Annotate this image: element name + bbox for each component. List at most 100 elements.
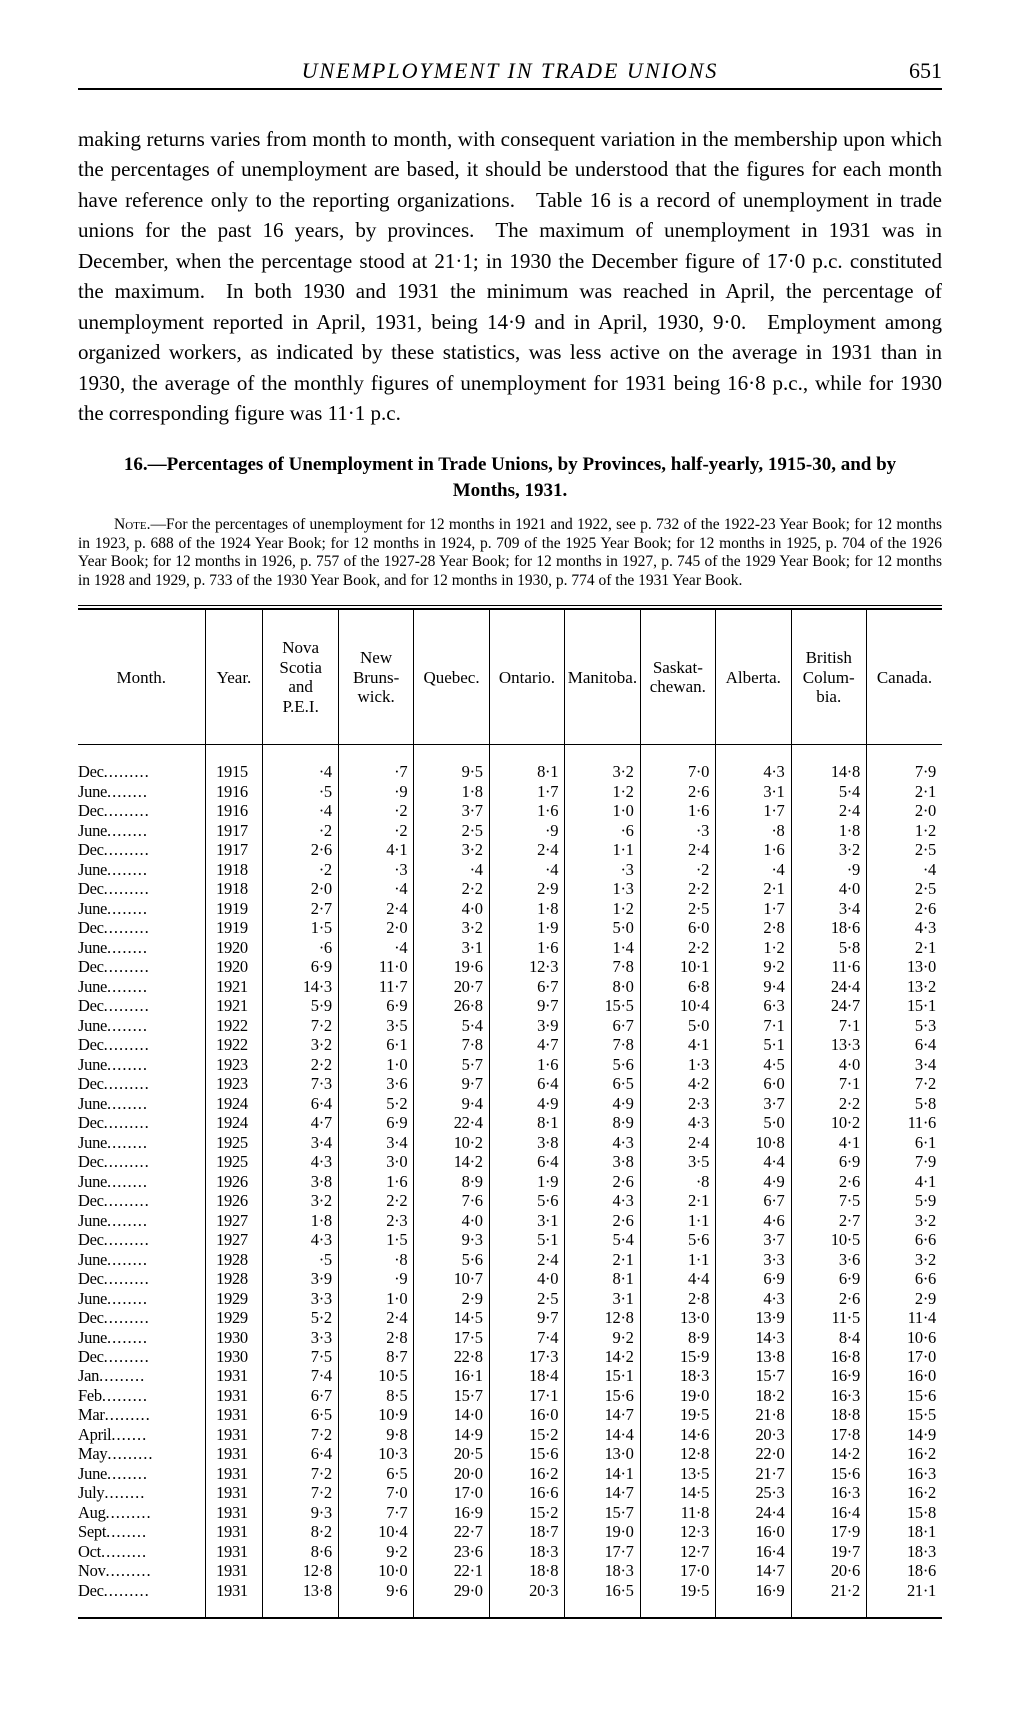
cell-value: 5·6 xyxy=(414,1250,489,1269)
cell-value: 4·3 xyxy=(716,1289,791,1308)
cell-year: 1918 xyxy=(205,879,263,898)
cell-value: 6·9 xyxy=(791,1269,866,1288)
cell-value: 4·3 xyxy=(565,1191,640,1210)
cell-month: June........ xyxy=(78,1016,205,1035)
cell-value: 6·9 xyxy=(338,1113,413,1132)
cell-value: 9·3 xyxy=(414,1230,489,1249)
cell-value: 7·8 xyxy=(565,1035,640,1054)
cell-value: 7·1 xyxy=(716,1016,791,1035)
cell-value: ·4 xyxy=(489,860,564,879)
cell-value: 13·2 xyxy=(866,977,942,996)
cell-month: Dec......... xyxy=(78,1113,205,1132)
cell-value: 4·9 xyxy=(565,1094,640,1113)
cell-value: 2·0 xyxy=(263,879,338,898)
table-row: June........19232·21·05·71·65·61·34·54·0… xyxy=(78,1055,942,1074)
cell-value: 5·9 xyxy=(866,1191,942,1210)
cell-year: 1931 xyxy=(205,1366,263,1385)
cell-value: 15·2 xyxy=(489,1503,564,1522)
cell-value: 2·4 xyxy=(640,840,715,859)
cell-year: 1917 xyxy=(205,821,263,840)
cell-value: 6·1 xyxy=(866,1133,942,1152)
cell-value: 4·0 xyxy=(489,1269,564,1288)
cell-value: 10·1 xyxy=(640,957,715,976)
cell-value: 6·4 xyxy=(866,1035,942,1054)
cell-value: 16·3 xyxy=(791,1386,866,1405)
cell-value: 4·3 xyxy=(565,1133,640,1152)
cell-value: 6·5 xyxy=(263,1405,338,1424)
table-row: Dec.........19172·64·13·22·41·12·41·63·2… xyxy=(78,840,942,859)
cell-value: ·5 xyxy=(263,782,338,801)
cell-value: ·8 xyxy=(640,1172,715,1191)
cell-month: Dec......... xyxy=(78,1581,205,1617)
cell-month: Dec......... xyxy=(78,1191,205,1210)
cell-value: 1·7 xyxy=(716,801,791,820)
cell-value: 5·0 xyxy=(716,1113,791,1132)
cell-value: 3·2 xyxy=(866,1250,942,1269)
cell-value: 1·6 xyxy=(716,840,791,859)
cell-value: ·2 xyxy=(263,821,338,840)
cell-value: ·5 xyxy=(263,1250,338,1269)
cell-value: 4·3 xyxy=(640,1113,715,1132)
table-row: June........192114·311·720·76·78·06·89·4… xyxy=(78,977,942,996)
cell-value: 15·5 xyxy=(866,1405,942,1424)
cell-value: 16·4 xyxy=(791,1503,866,1522)
cell-value: 4·6 xyxy=(716,1211,791,1230)
cell-year: 1919 xyxy=(205,899,263,918)
table-row: June........1918·2·3·4·4·3·2·4·9·4 xyxy=(78,860,942,879)
table-row: Dec.........19274·31·59·35·15·45·63·710·… xyxy=(78,1230,942,1249)
cell-value: 7·4 xyxy=(263,1366,338,1385)
cell-year: 1915 xyxy=(205,745,263,782)
cell-month: June........ xyxy=(78,1250,205,1269)
cell-value: 6·4 xyxy=(489,1074,564,1093)
cell-value: 13·8 xyxy=(716,1347,791,1366)
cell-value: 24·7 xyxy=(791,996,866,1015)
cell-value: 5·4 xyxy=(791,782,866,801)
cell-value: 6·9 xyxy=(263,957,338,976)
cell-value: 18·3 xyxy=(565,1561,640,1580)
cell-year: 1931 xyxy=(205,1522,263,1541)
cell-value: 18·6 xyxy=(866,1561,942,1580)
cell-value: 16·9 xyxy=(716,1581,791,1617)
cell-value: ·3 xyxy=(338,860,413,879)
cell-value: 17·3 xyxy=(489,1347,564,1366)
running-title: UNEMPLOYMENT IN TRADE UNIONS xyxy=(138,60,882,82)
cell-value: 15·1 xyxy=(866,996,942,1015)
cell-value: 10·9 xyxy=(338,1405,413,1424)
cell-value: 4·2 xyxy=(640,1074,715,1093)
cell-year: 1925 xyxy=(205,1152,263,1171)
cell-value: 1·7 xyxy=(489,782,564,801)
cell-value: 2·5 xyxy=(640,899,715,918)
cell-value: ·2 xyxy=(338,801,413,820)
cell-year: 1931 xyxy=(205,1405,263,1424)
cell-value: 5·6 xyxy=(565,1055,640,1074)
cell-value: ·6 xyxy=(565,821,640,840)
cell-value: 16·0 xyxy=(866,1366,942,1385)
running-head: UNEMPLOYMENT IN TRADE UNIONS 651 xyxy=(78,60,942,90)
cell-value: 1·6 xyxy=(338,1172,413,1191)
table-head: Month.Year.NovaScotiaandP.E.I.NewBruns­w… xyxy=(78,610,942,745)
cell-value: 12·8 xyxy=(263,1561,338,1580)
cell-value: 15·6 xyxy=(791,1464,866,1483)
cell-month: Dec......... xyxy=(78,1152,205,1171)
cell-value: 18·4 xyxy=(489,1366,564,1385)
cell-year: 1924 xyxy=(205,1113,263,1132)
cell-value: 3·9 xyxy=(263,1269,338,1288)
cell-value: 2·1 xyxy=(716,879,791,898)
cell-value: 19·5 xyxy=(640,1405,715,1424)
cell-value: 14·3 xyxy=(263,977,338,996)
cell-year: 1931 xyxy=(205,1464,263,1483)
cell-value: 10·7 xyxy=(414,1269,489,1288)
cell-value: 8·1 xyxy=(565,1269,640,1288)
table-row: June........19192·72·44·01·81·22·51·73·4… xyxy=(78,899,942,918)
cell-value: 18·3 xyxy=(866,1542,942,1561)
cell-value: 10·2 xyxy=(791,1113,866,1132)
cell-month: June........ xyxy=(78,977,205,996)
cell-year: 1928 xyxy=(205,1250,263,1269)
cell-value: 13·9 xyxy=(716,1308,791,1327)
cell-value: 9·8 xyxy=(338,1425,413,1444)
cell-value: 7·0 xyxy=(338,1483,413,1502)
cell-value: 9·4 xyxy=(414,1094,489,1113)
cell-value: 22·7 xyxy=(414,1522,489,1541)
cell-value: 1·1 xyxy=(565,840,640,859)
cell-value: 4·9 xyxy=(716,1172,791,1191)
